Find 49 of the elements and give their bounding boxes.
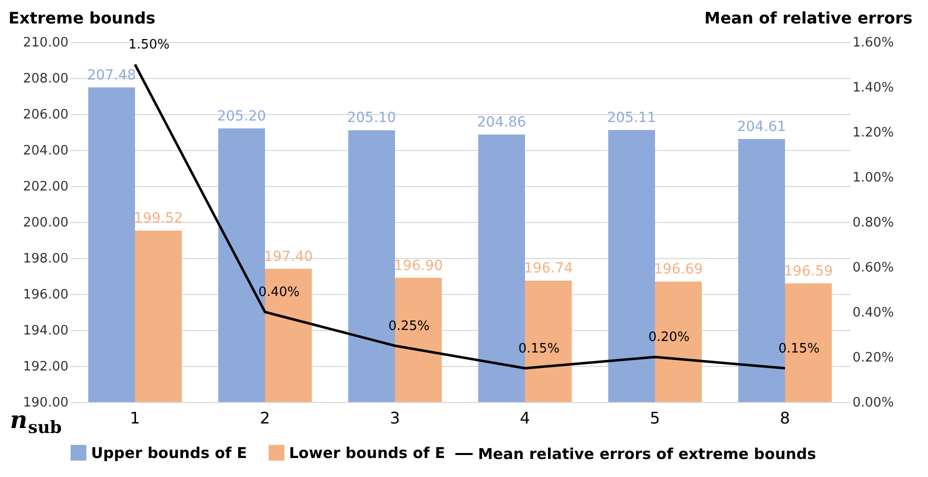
y-tick-label: 194.00 — [23, 324, 68, 338]
data-label: 197.40 — [264, 248, 313, 265]
x-tick-label: 2 — [260, 408, 270, 428]
data-label: 207.48 — [87, 67, 136, 84]
y2-tick-label: 0.20% — [852, 350, 894, 366]
y2-tick-label: 0.80% — [852, 216, 894, 230]
data-label: 205.10 — [347, 110, 396, 126]
y2-tick-label: 1.60% — [852, 36, 894, 50]
x-tick-label: 1 — [130, 408, 140, 428]
y-tick-label: 202.00 — [23, 180, 68, 194]
data-label: 196.59 — [784, 263, 833, 280]
data-label: 0.15% — [778, 341, 820, 356]
data-label: 0.15% — [518, 341, 560, 356]
x-tick-label: 5 — [650, 408, 660, 428]
data-label: 0.40% — [258, 285, 300, 300]
x-tick-label: 4 — [520, 408, 530, 428]
data-label: 0.25% — [388, 318, 430, 334]
x-tick-label: 3 — [390, 408, 400, 428]
y2-tick-label: 0.40% — [852, 306, 894, 320]
y2-tick-label: 0.60% — [852, 260, 894, 276]
data-label: 196.90 — [394, 258, 443, 274]
data-label: 205.11 — [607, 110, 656, 126]
x-tick-label: 8 — [780, 408, 790, 428]
data-label: 196.74 — [524, 260, 573, 277]
data-label: 204.86 — [477, 114, 526, 131]
y-tick-label: 200.00 — [23, 216, 68, 230]
y-tick-label: 206.00 — [23, 108, 68, 122]
data-label: 196.69 — [654, 262, 703, 278]
y-axis-title: Extreme bounds — [8, 8, 156, 28]
y2-tick-label: 0.00% — [852, 396, 894, 410]
y-tick-label: 204.00 — [23, 144, 68, 158]
y-tick-label: 192.00 — [23, 360, 68, 374]
y-tick-label: 196.00 — [23, 288, 68, 302]
legend-label: Upper bounds of E — [91, 444, 248, 462]
data-label: 1.50% — [128, 38, 170, 52]
data-label: 205.20 — [217, 108, 266, 124]
y2-tick-label: 1.40% — [852, 80, 894, 96]
legend-label: Lower bounds of E — [289, 444, 446, 462]
y-tick-label: 190.00 — [23, 396, 68, 410]
y2-tick-label: 1.00% — [852, 170, 894, 186]
legend-label: Mean relative errors of extreme bounds — [478, 445, 816, 463]
y-tick-label: 210.00 — [23, 36, 68, 50]
y-tick-label: 208.00 — [23, 72, 68, 86]
data-label: 0.20% — [648, 330, 690, 345]
y2-axis-title: Mean of relative errors — [704, 8, 912, 28]
y2-tick-label: 1.20% — [852, 126, 894, 140]
data-label: 199.52 — [134, 210, 183, 227]
y-tick-label: 198.00 — [23, 252, 68, 266]
data-label: 204.61 — [737, 119, 786, 136]
